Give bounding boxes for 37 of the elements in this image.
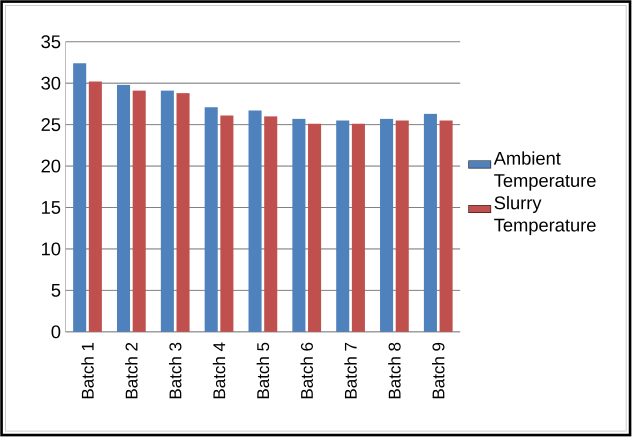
bar bbox=[424, 114, 437, 332]
bar bbox=[352, 124, 365, 332]
y-tick-label: 35 bbox=[41, 35, 60, 48]
y-tick-label: 25 bbox=[42, 118, 60, 132]
x-tick-label: Batch 6 bbox=[300, 342, 313, 398]
bar bbox=[160, 90, 174, 332]
x-tick-label: Batch 4 bbox=[212, 342, 226, 398]
legend-label: Ambient Temperature bbox=[494, 152, 596, 191]
bar bbox=[204, 107, 218, 332]
bar bbox=[380, 119, 394, 332]
y-tick-label: 20 bbox=[42, 160, 60, 173]
y-tick-label: 10 bbox=[42, 242, 60, 256]
x-tick-label: Batch 7 bbox=[344, 343, 357, 398]
bar bbox=[264, 116, 278, 332]
x-tick-label: Batch 2 bbox=[125, 343, 138, 398]
bar bbox=[396, 120, 409, 332]
bar bbox=[220, 116, 234, 332]
bar bbox=[132, 90, 146, 332]
legend-label: Slurry Temperature bbox=[494, 196, 596, 236]
x-tick-label: Batch 3 bbox=[168, 342, 182, 398]
bar bbox=[336, 120, 350, 332]
x-tick-label: Batch 8 bbox=[388, 342, 401, 398]
bar bbox=[248, 110, 262, 332]
y-tick-label: 0 bbox=[52, 326, 60, 338]
bar bbox=[308, 124, 322, 332]
bar bbox=[292, 119, 306, 332]
bar bbox=[176, 93, 190, 332]
bar bbox=[116, 85, 130, 332]
bar bbox=[440, 120, 453, 332]
y-tick-label: 15 bbox=[42, 201, 60, 214]
y-tick-label: 30 bbox=[41, 76, 60, 90]
y-tick-label: 5 bbox=[52, 284, 60, 297]
x-tick-label: Batch 1 bbox=[81, 343, 94, 398]
x-tick-label: Batch 5 bbox=[256, 342, 270, 398]
x-tick-label: Batch 9 bbox=[432, 343, 444, 398]
bar bbox=[88, 82, 102, 332]
bar bbox=[73, 63, 86, 332]
